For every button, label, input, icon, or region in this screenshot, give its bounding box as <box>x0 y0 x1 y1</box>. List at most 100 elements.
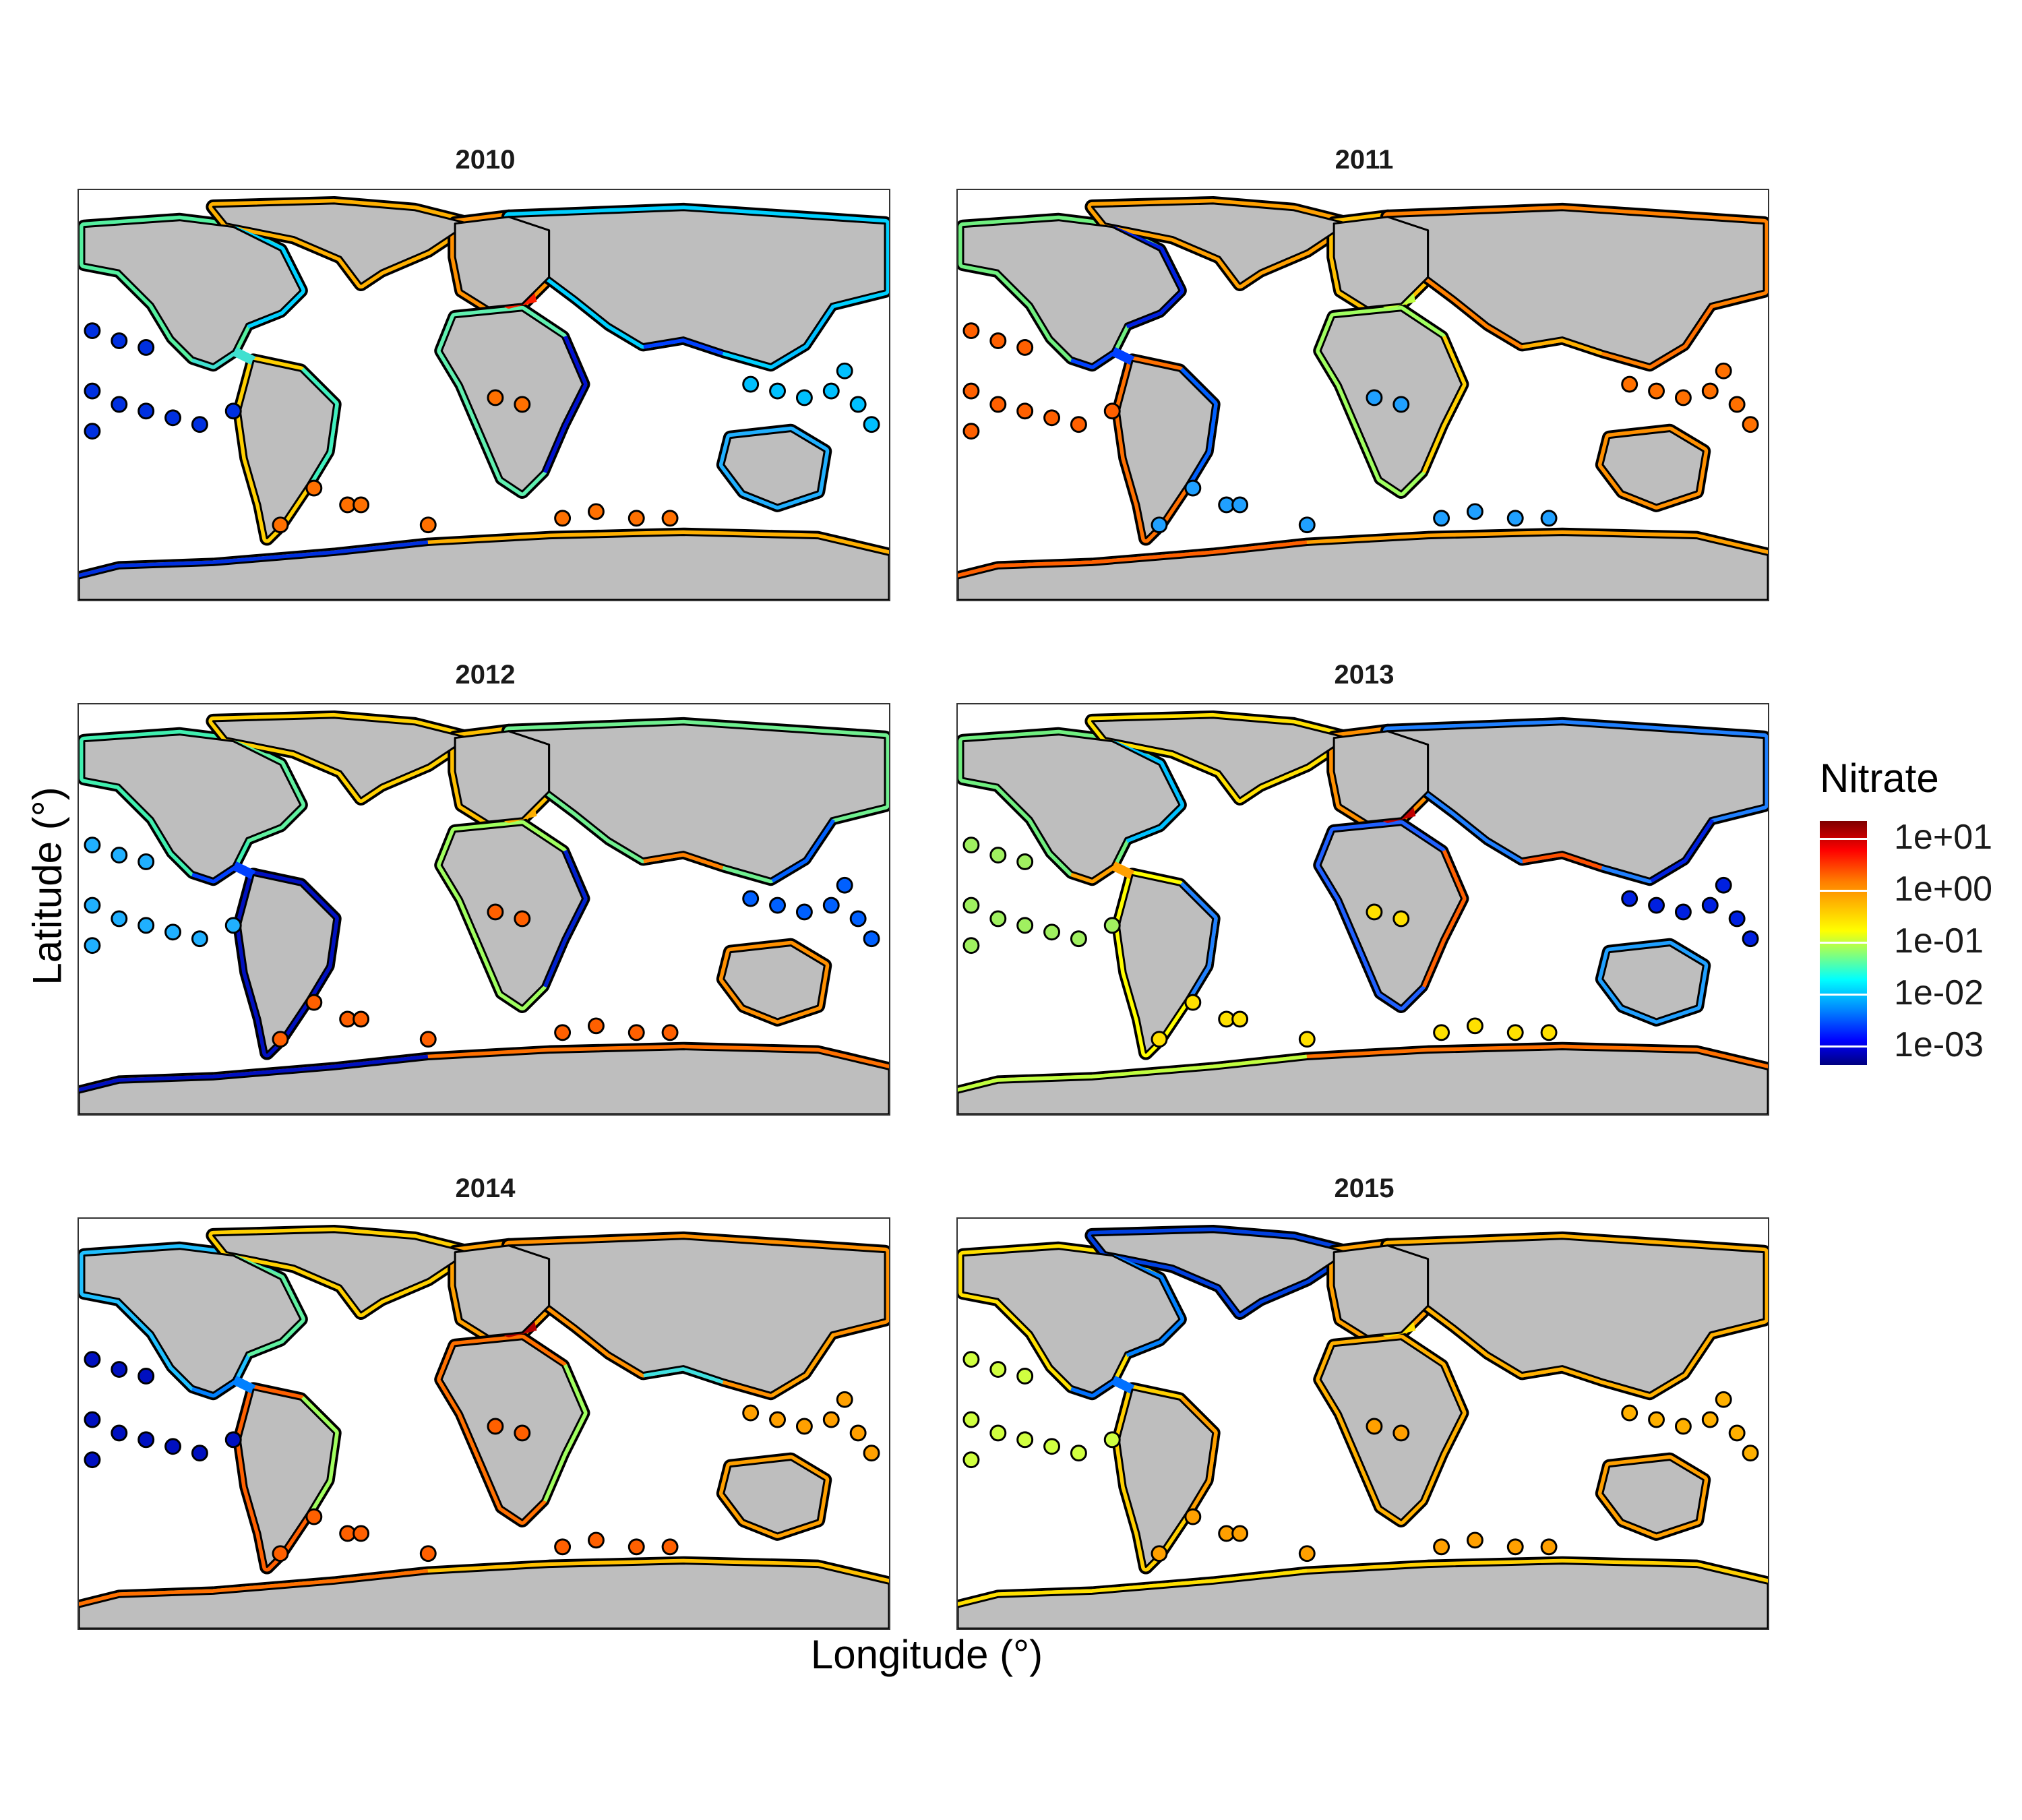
island-marker <box>164 923 181 941</box>
island-marker <box>1674 1418 1692 1435</box>
island-marker <box>1621 1404 1638 1422</box>
landmass-north_america <box>83 733 302 880</box>
island-marker <box>111 332 128 349</box>
island-marker <box>836 1391 853 1408</box>
island-marker <box>989 1361 1007 1378</box>
island-marker <box>164 409 181 427</box>
island-marker <box>769 897 787 914</box>
island-marker <box>849 1424 867 1442</box>
island-marker <box>1298 1031 1316 1048</box>
island-marker <box>587 503 605 520</box>
island-marker <box>1540 510 1558 527</box>
island-marker <box>487 903 504 921</box>
landmass-australia <box>723 430 826 506</box>
island-marker <box>1466 503 1483 520</box>
island-marker <box>419 1545 437 1563</box>
island-marker <box>1184 1508 1202 1525</box>
island-marker <box>989 910 1007 928</box>
legend-title: Nitrate <box>1820 756 1939 801</box>
island-marker <box>1016 917 1034 934</box>
landmass-antarctica <box>958 1048 1768 1114</box>
island-marker <box>111 847 128 863</box>
island-marker <box>1151 1545 1168 1563</box>
island-marker <box>1366 903 1383 921</box>
island-marker <box>1433 1538 1450 1556</box>
island-marker <box>84 937 101 954</box>
landmass-greenland <box>212 717 470 799</box>
island-marker <box>1231 1010 1249 1028</box>
island-marker <box>1742 1445 1759 1462</box>
landmass-asia <box>508 723 886 880</box>
island-marker <box>137 1368 155 1385</box>
island-marker <box>962 1451 980 1469</box>
island-marker <box>1674 389 1692 406</box>
island-marker <box>1715 876 1732 894</box>
island-marker <box>305 994 323 1011</box>
landmass-australia <box>1601 944 1705 1021</box>
landmass-africa <box>440 1338 584 1521</box>
y-axis-label: Latitude (°) <box>24 787 70 985</box>
island-marker <box>795 1418 813 1435</box>
legend-tickmark <box>1820 890 1867 892</box>
landmass-greenland <box>212 202 470 285</box>
island-marker <box>84 837 101 854</box>
landmass-asia <box>1386 1238 1765 1394</box>
island-marker <box>989 1424 1007 1442</box>
island-marker <box>1701 1411 1719 1428</box>
island-marker <box>863 930 880 948</box>
panel-title-2011: 2011 <box>1335 145 1394 175</box>
island-marker <box>137 853 155 870</box>
island-marker <box>1043 923 1060 941</box>
legend-tickmark <box>1820 994 1867 996</box>
island-marker <box>822 1411 840 1428</box>
island-marker <box>224 917 242 934</box>
landmass-africa <box>1319 1338 1463 1521</box>
island-marker <box>1043 409 1060 427</box>
island-marker <box>836 876 853 894</box>
island-marker <box>1506 1538 1524 1556</box>
landmass-antarctica <box>958 534 1768 600</box>
legend-tick-label: 1e-03 <box>1894 1025 1984 1064</box>
island-marker <box>1043 1438 1060 1455</box>
map-panel-2011 <box>956 189 1769 601</box>
island-marker <box>1103 402 1121 420</box>
island-marker <box>84 322 101 340</box>
x-axis-label: Longitude (°) <box>810 1632 1043 1677</box>
landmass-africa <box>1319 824 1463 1007</box>
island-marker <box>1742 416 1759 433</box>
island-marker <box>1701 382 1719 400</box>
island-marker <box>137 339 155 356</box>
island-marker <box>962 423 980 440</box>
landmass-antarctica <box>79 1048 889 1114</box>
landmass-asia <box>1386 209 1765 365</box>
island-marker <box>305 479 323 497</box>
island-marker <box>191 930 208 948</box>
island-marker <box>1701 897 1719 914</box>
island-marker <box>487 389 504 406</box>
landmass-asia <box>1386 723 1765 880</box>
island-marker <box>1648 897 1665 914</box>
island-marker <box>989 396 1007 413</box>
island-marker <box>627 1024 645 1041</box>
island-marker <box>1621 375 1638 393</box>
island-marker <box>419 1031 437 1048</box>
island-marker <box>554 1538 572 1556</box>
island-marker <box>769 1411 787 1428</box>
island-marker <box>1070 930 1087 948</box>
panel-title-2014: 2014 <box>455 1174 516 1203</box>
landmass-north_america <box>83 1248 302 1394</box>
island-marker <box>1016 1368 1034 1385</box>
island-marker <box>849 396 867 413</box>
island-marker <box>1016 853 1034 870</box>
island-marker <box>1366 389 1383 406</box>
island-marker <box>742 375 760 393</box>
island-marker <box>1540 1024 1558 1041</box>
island-marker <box>1648 1411 1665 1428</box>
island-marker <box>863 416 880 433</box>
island-marker <box>191 416 208 433</box>
island-marker <box>224 1431 242 1449</box>
island-marker <box>84 897 101 914</box>
island-marker <box>514 396 531 413</box>
island-marker <box>962 1351 980 1368</box>
island-marker <box>554 510 572 527</box>
